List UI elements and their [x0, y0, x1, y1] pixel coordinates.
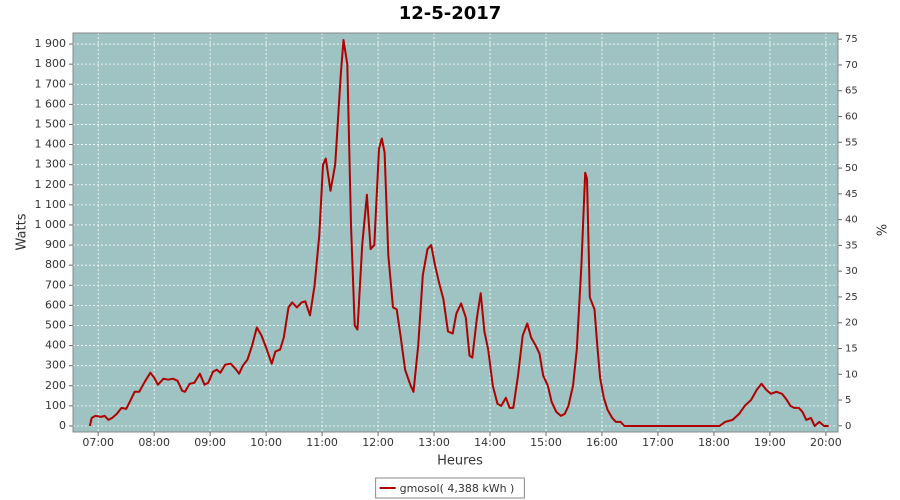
x-tick-label: 20:00 — [810, 436, 842, 449]
y-tick-label: 400 — [45, 339, 66, 352]
y-tick-label: 1 100 — [35, 198, 67, 211]
x-tick-label: 09:00 — [194, 436, 226, 449]
chart-title: 12-5-2017 — [399, 3, 502, 24]
x-tick-label: 07:00 — [82, 436, 114, 449]
y-tick-label: 100 — [45, 399, 66, 412]
x-tick-label: 16:00 — [586, 436, 618, 449]
y-tick-label: 1 300 — [35, 158, 67, 171]
y2-tick-label: 20 — [845, 318, 858, 329]
y2-tick-label: 35 — [845, 240, 858, 251]
plot-area — [72, 32, 839, 433]
y2-tick-label: 5 — [845, 395, 851, 406]
legend-box — [375, 477, 525, 499]
legend-label: gmosol( 4,388 kWh ) — [400, 482, 515, 495]
y2-tick-label: 55 — [845, 137, 858, 148]
y-tick-label: 900 — [45, 238, 66, 251]
y-tick-label: 1 900 — [35, 37, 67, 50]
y-tick-label: 200 — [45, 379, 66, 392]
x-tick-label: 19:00 — [754, 436, 786, 449]
y-tick-label: 1 600 — [35, 97, 67, 110]
y2-tick-label: 0 — [845, 421, 851, 432]
y2-tick-label: 65 — [845, 86, 858, 97]
x-axis-label: Heures — [437, 454, 483, 469]
y2-tick-label: 40 — [845, 215, 858, 226]
legend: gmosol( 4,388 kWh ) — [375, 477, 525, 499]
y-tick-label: 600 — [45, 298, 66, 311]
y-tick-label: 700 — [45, 278, 66, 291]
x-tick-label: 14:00 — [474, 436, 506, 449]
x-tick-label: 18:00 — [698, 436, 730, 449]
plot-border — [72, 32, 839, 433]
y-tick-label: 1 700 — [35, 77, 67, 90]
y-axis-label: Watts — [15, 213, 30, 250]
y-tick-label: 500 — [45, 318, 66, 331]
y-tick-label: 800 — [45, 258, 66, 271]
x-tick-label: 12:00 — [362, 436, 394, 449]
y2-tick-label: 70 — [845, 60, 858, 71]
y-tick-label: 1 500 — [35, 117, 67, 130]
y2-tick-label: 30 — [845, 266, 858, 277]
x-tick-label: 15:00 — [530, 436, 562, 449]
x-tick-label: 08:00 — [138, 436, 170, 449]
y2-tick-label: 10 — [845, 369, 858, 380]
y2-axis-label: % — [873, 224, 888, 236]
x-tick-label: 13:00 — [418, 436, 450, 449]
y2-tick-label: 60 — [845, 112, 858, 123]
y-tick-label: 1 800 — [35, 57, 67, 70]
y-tick-label: 300 — [45, 359, 66, 372]
y-tick-label: 1 200 — [35, 178, 67, 191]
y2-tick-label: 25 — [845, 292, 858, 303]
x-tick-label: 17:00 — [642, 436, 674, 449]
y-tick-label: 1 400 — [35, 138, 67, 151]
y2-tick-label: 15 — [845, 343, 858, 354]
y2-tick-label: 45 — [845, 189, 858, 200]
y2-tick-label: 75 — [845, 34, 858, 45]
data-line — [88, 39, 829, 427]
x-tick-label: 10:00 — [250, 436, 282, 449]
y-tick-label: 1 000 — [35, 218, 67, 231]
x-tick-label: 11:00 — [306, 436, 338, 449]
y-tick-label: 0 — [59, 419, 66, 432]
y2-tick-label: 50 — [845, 163, 858, 174]
